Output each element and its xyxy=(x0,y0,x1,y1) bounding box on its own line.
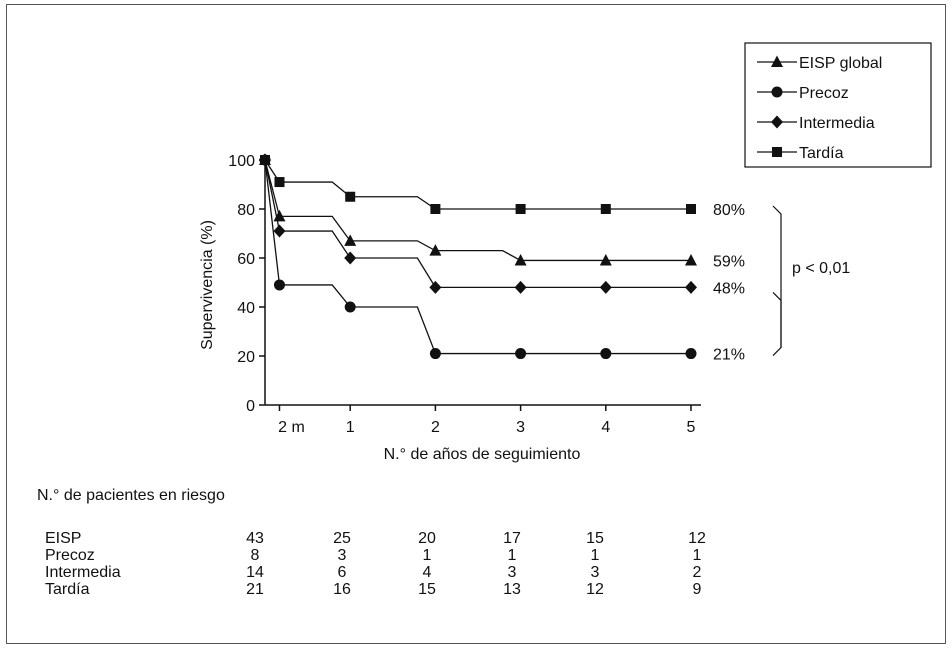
risk-cell: 9 xyxy=(693,581,702,598)
data-point-circle xyxy=(600,348,612,360)
legend-marker-diamond xyxy=(771,115,783,129)
data-point-diamond xyxy=(514,280,527,294)
risk-cell: 4 xyxy=(423,564,432,581)
x-tick-label: 4 xyxy=(601,419,610,436)
risk-cell: 3 xyxy=(591,564,600,581)
step-lines xyxy=(264,159,691,355)
data-point-triangle xyxy=(685,253,697,266)
risk-cell: 6 xyxy=(338,564,347,581)
risk-cell: 8 xyxy=(251,547,260,564)
legend-label: EISP global xyxy=(799,55,882,72)
data-point-diamond xyxy=(685,280,697,294)
risk-cell: 17 xyxy=(503,530,521,547)
significance-brackets: p < 0,01 xyxy=(772,205,850,356)
risk-cell: 25 xyxy=(333,530,351,547)
y-tick-label: 0 xyxy=(246,398,255,415)
legend-label: Precoz xyxy=(799,85,849,102)
series-line-circle xyxy=(264,159,691,355)
risk-cell: 15 xyxy=(418,581,436,598)
data-point-square xyxy=(260,155,270,165)
data-point-square xyxy=(345,191,356,202)
x-tick-label: 2 m xyxy=(278,419,305,436)
risk-cell: 1 xyxy=(591,547,600,564)
risk-cell: 15 xyxy=(586,530,604,547)
series-line-diamond xyxy=(264,159,691,289)
end-label-diamond: 48% xyxy=(713,280,745,297)
data-point-triangle xyxy=(514,253,527,266)
risk-row-label: Intermedia xyxy=(45,564,121,581)
risk-cell: 13 xyxy=(503,581,521,598)
risk-cell: 1 xyxy=(508,547,517,564)
risk-cell: 21 xyxy=(246,581,264,598)
legend-marker-square xyxy=(772,147,782,157)
data-point-triangle xyxy=(273,209,286,222)
risk-row-label: Tardía xyxy=(45,581,90,598)
data-point-circle xyxy=(273,279,285,291)
data-point-triangle xyxy=(429,244,442,256)
risk-cell: 43 xyxy=(246,530,264,547)
risk-cell: 12 xyxy=(688,530,706,547)
legend-marker-triangle xyxy=(771,55,783,67)
risk-cell: 1 xyxy=(693,547,702,564)
p-value-annotation: p < 0,01 xyxy=(792,260,850,277)
data-point-diamond xyxy=(273,224,286,238)
series-line-square xyxy=(264,159,691,210)
x-tick-label: 3 xyxy=(516,419,525,436)
data-point-diamond xyxy=(344,251,357,265)
data-point-square xyxy=(686,204,696,214)
data-point-square xyxy=(430,204,441,214)
data-point-circle xyxy=(429,348,441,360)
risk-row-label: EISP xyxy=(45,530,81,547)
data-point-square xyxy=(274,177,285,188)
data-point-triangle xyxy=(599,253,612,266)
data-point-circle xyxy=(515,348,527,360)
data-point-circle xyxy=(685,348,697,360)
risk-cell: 1 xyxy=(423,547,432,564)
risk-cell: 16 xyxy=(333,581,351,598)
data-point-triangle xyxy=(344,234,357,246)
risk-cell: 20 xyxy=(418,530,436,547)
data-point-circle xyxy=(344,301,356,313)
legend-marker-circle xyxy=(771,86,783,98)
risk-cell: 3 xyxy=(338,547,347,564)
risk-cell: 2 xyxy=(693,564,702,581)
legend-label: Intermedia xyxy=(799,115,875,132)
risk-row-label: Precoz xyxy=(45,547,95,564)
y-axis-title: Supervivencia (%) xyxy=(199,220,216,350)
risk-cell: 12 xyxy=(586,581,604,598)
y-tick-label: 40 xyxy=(237,300,255,317)
data-point-diamond xyxy=(599,280,612,294)
risk-cell: 14 xyxy=(246,564,264,581)
x-axis-title: N.° de años de seguimiento xyxy=(384,446,581,463)
end-label-circle: 21% xyxy=(713,347,745,364)
bracket-inner xyxy=(772,291,782,348)
data-point-square xyxy=(515,204,526,214)
end-labels: 59% 21% 48% 80% xyxy=(713,202,745,364)
y-tick-label: 80 xyxy=(237,202,255,219)
legend: EISP global Precoz Intermedia Tardía xyxy=(744,42,932,168)
risk-cell: 3 xyxy=(508,564,517,581)
axes: 0 20 40 60 80 100 2 m 1 2 3 4 5 xyxy=(228,153,701,436)
data-point-square xyxy=(600,204,611,214)
x-tick-label: 1 xyxy=(346,419,355,436)
data-point-diamond xyxy=(429,280,442,294)
bracket-outer xyxy=(772,205,782,356)
legend-label: Tardía xyxy=(799,145,844,162)
y-tick-label: 20 xyxy=(237,349,255,366)
y-tick-label: 100 xyxy=(228,153,255,170)
x-tick-label: 5 xyxy=(687,419,696,436)
y-tick-label: 60 xyxy=(237,251,255,268)
x-tick-label: 2 xyxy=(431,419,440,436)
end-label-triangle: 59% xyxy=(713,253,745,270)
end-label-square: 80% xyxy=(713,202,745,219)
series-line-triangle xyxy=(264,159,691,262)
markers xyxy=(259,153,697,360)
risk-table-title: N.° de pacientes en riesgo xyxy=(37,487,225,504)
